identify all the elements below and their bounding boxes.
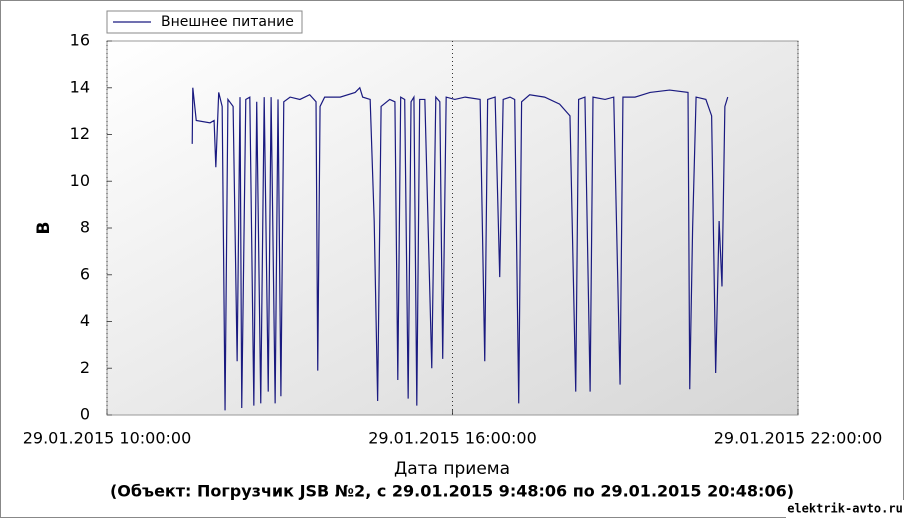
y-tick-label: 14 (70, 77, 90, 96)
y-tick-label: 12 (70, 124, 90, 143)
y-axis-label: В (34, 222, 54, 235)
legend-box (106, 10, 303, 34)
y-tick-label: 10 (70, 171, 90, 190)
x-axis-label: Дата приема (394, 459, 510, 479)
y-tick-label: 2 (80, 358, 90, 377)
y-tick-label: 16 (70, 31, 90, 50)
subtitle: (Объект: Погрузчик JSB №2, с 29.01.2015 … (110, 482, 794, 501)
x-tick-label: 29.01.2015 16:00:00 (368, 429, 537, 448)
y-tick-label: 0 (80, 405, 90, 424)
y-tick-label: 8 (80, 218, 90, 237)
x-tick-label: 29.01.2015 22:00:00 (714, 429, 883, 448)
y-tick-label: 4 (80, 311, 90, 330)
watermark: elektrik-avto.ru (787, 502, 903, 516)
x-tick-label: 29.01.2015 10:00:00 (23, 429, 192, 448)
watermark-bg (786, 500, 904, 518)
series-line (191, 86, 729, 411)
legend-label: Внешнее питание (161, 14, 294, 30)
y-tick-label: 6 (80, 264, 90, 283)
plot-area (106, 40, 799, 416)
